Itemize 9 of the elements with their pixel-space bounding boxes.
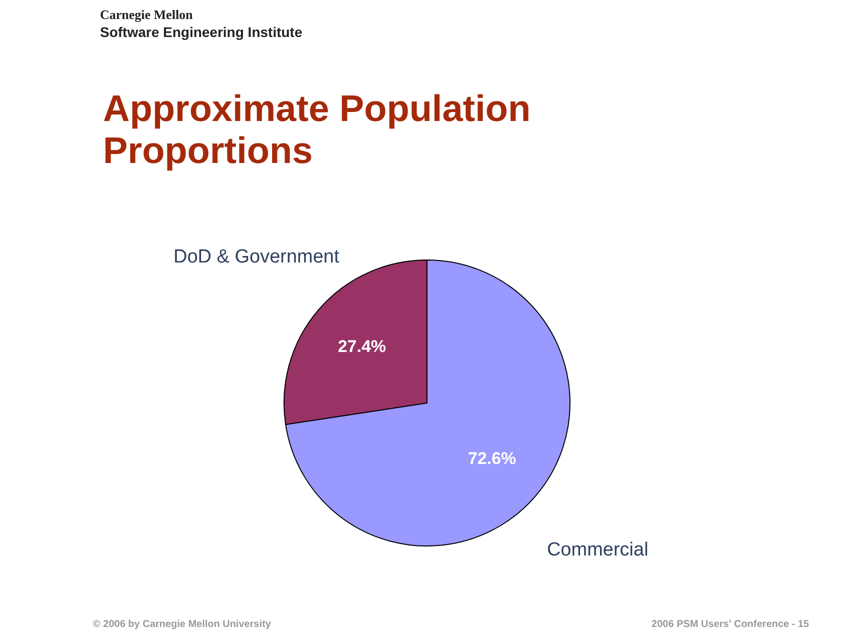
text: © 2006 by Carnegie Mellon University [93, 619, 271, 630]
chart-title: Approximate Population Proportions [103, 88, 532, 172]
text: 2006 PSM Users' Conference - 15 [652, 619, 809, 630]
text: Carnegie Mellon [100, 7, 193, 23]
slice-label: Commercial [546, 540, 648, 561]
data-label: 27.4% [338, 337, 386, 356]
slice-label: DoD & Government [173, 246, 340, 268]
text: Software Engineering Institute [100, 24, 302, 40]
data-label: 72.6% [468, 448, 516, 468]
